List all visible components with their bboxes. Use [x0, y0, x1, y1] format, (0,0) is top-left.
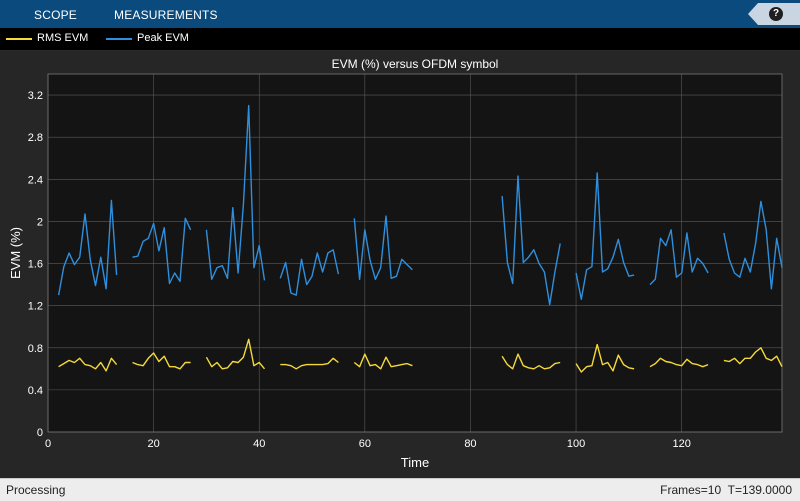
x-tick-label: 20 — [147, 438, 159, 450]
time-readout: T=139.0000 — [727, 483, 792, 497]
y-tick-label: 0.4 — [28, 385, 43, 397]
legend-label-rms-evm: RMS EVM — [37, 32, 89, 44]
series-line-rms-evm — [353, 353, 413, 370]
series-line-peak-evm — [501, 175, 561, 306]
series-line-rms-evm — [132, 352, 191, 370]
legend-item-peak-evm[interactable]: Peak EVM — [106, 28, 196, 50]
legend-swatch-peak-evm — [106, 38, 132, 40]
help-icon[interactable]: ? — [769, 7, 783, 21]
y-tick-label: 3.2 — [28, 90, 43, 102]
x-tick-label: 0 — [45, 438, 51, 450]
y-tick-label: 1.6 — [28, 259, 43, 271]
series-line-rms-evm — [58, 357, 118, 372]
x-tick-label: 120 — [672, 438, 690, 450]
series-line-peak-evm — [649, 229, 709, 286]
series-line-peak-evm — [353, 215, 413, 281]
series-line-rms-evm — [649, 357, 709, 368]
plot-background — [48, 74, 782, 432]
series-line-rms-evm — [205, 338, 266, 370]
y-tick-label: 0.8 — [28, 343, 43, 355]
evm-chart[interactable]: 0 20 40 60 80 100 120 0 0.4 0.8 1.2 1.6 2 2.4 2.8 3.2 EV… — [0, 51, 800, 478]
frames-readout: Frames=10 — [660, 483, 722, 497]
legend-swatch-rms-evm — [6, 38, 32, 40]
series-line-peak-evm — [279, 249, 340, 296]
legend-item-rms-evm[interactable]: RMS EVM — [6, 28, 96, 50]
toolstrip: SCOPE MEASUREMENTS ? — [0, 0, 800, 28]
plot-frame — [47, 73, 783, 433]
series-line-rms-evm — [575, 343, 635, 373]
y-tick-label: 1.2 — [28, 301, 43, 313]
y-tick-label: 2.8 — [28, 132, 43, 144]
series-line-peak-evm — [205, 104, 266, 281]
status-text: Processing — [6, 483, 66, 497]
legend: RMS EVM Peak EVM — [0, 28, 800, 51]
x-tick-label: 40 — [253, 438, 265, 450]
series-line-rms-evm — [280, 357, 339, 370]
y-tick-label: 2 — [37, 216, 43, 228]
status-bar: Processing Frames=10 T=139.0000 — [0, 478, 800, 501]
series-line-rms-evm — [501, 353, 561, 370]
series-line-peak-evm — [57, 199, 118, 296]
status-readout: Frames=10 T=139.0000 — [660, 483, 792, 497]
x-tick-label: 100 — [567, 438, 585, 450]
series-line-peak-evm — [723, 200, 783, 290]
plot-area: 0 20 40 60 80 100 120 0 0.4 0.8 1.2 1.6 2 2.4 2.8 3.2 EV… — [0, 51, 800, 478]
x-tick-label: 60 — [359, 438, 371, 450]
y-axis-label: EVM (%) — [8, 227, 23, 279]
tab-measurements[interactable]: MEASUREMENTS — [114, 8, 218, 22]
x-tick-label: 80 — [464, 438, 476, 450]
series-line-rms-evm — [723, 347, 783, 368]
y-tick-label: 2.4 — [28, 174, 43, 186]
series-line-peak-evm — [575, 172, 635, 301]
series-line-peak-evm — [132, 217, 192, 285]
y-tick-label: 0 — [37, 427, 43, 439]
legend-label-peak-evm: Peak EVM — [137, 32, 189, 44]
tab-scope[interactable]: SCOPE — [34, 8, 78, 22]
x-axis-label: Time — [401, 455, 429, 470]
chart-title: EVM (%) versus OFDM symbol — [332, 57, 499, 71]
